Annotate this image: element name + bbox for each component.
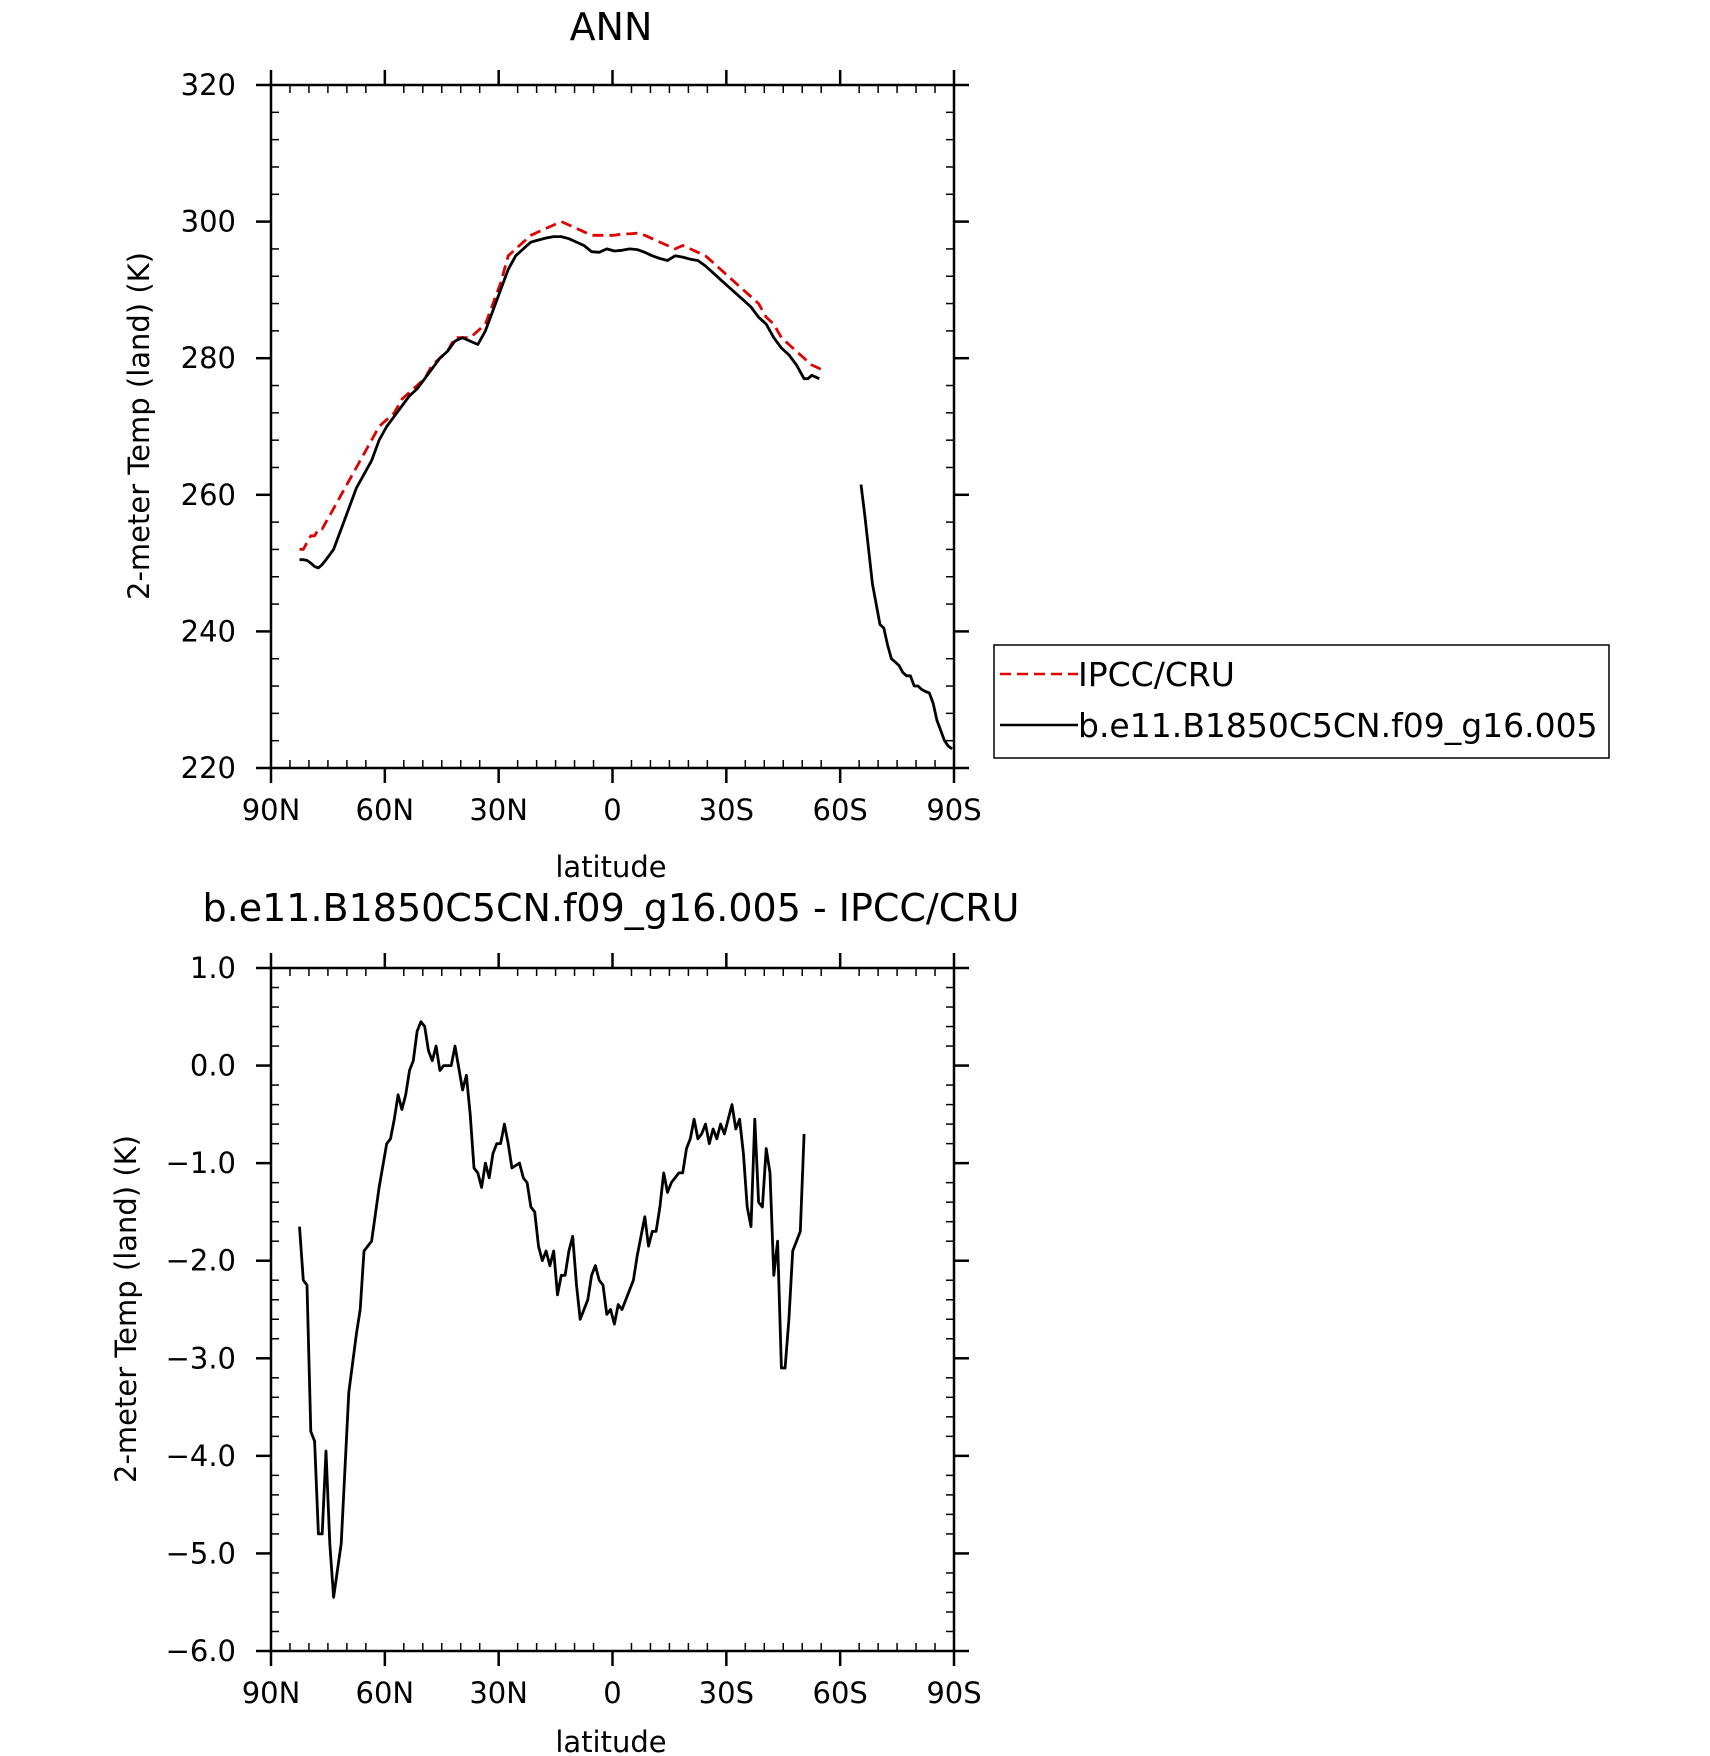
top-series-lines: [299, 220, 953, 751]
y-tick-label-1-0: −1.0: [166, 1146, 236, 1180]
top-series-line-ipcc-cru: [299, 220, 825, 551]
legend: IPCC/CRU b.e11.B1850C5CN.f09_g16.005: [993, 644, 1610, 759]
top-panel: ANN 90N 60N 30N 0 30S 60S 90S 220 240 260 280 300 32…: [122, 5, 1610, 884]
y-tick-label-300: 300: [181, 205, 236, 239]
y-tick-label-280: 280: [181, 341, 236, 375]
x-tick-label-90s: 90S: [926, 1676, 981, 1710]
top-plot-frame: [269, 83, 956, 770]
x-tick-label-30s: 30S: [699, 793, 754, 827]
y-tick-label-4-0: −4.0: [166, 1439, 236, 1473]
y-tick-label-240: 240: [181, 614, 236, 648]
legend-box: [993, 644, 1610, 759]
y-tick-label-220: 220: [181, 751, 236, 785]
y-tick-label-260: 260: [181, 478, 236, 512]
bottom-chart-title: b.e11.B1850C5CN.f09_g16.005 - IPCC/CRU: [203, 886, 1020, 930]
x-tick-label-60n: 60N: [356, 1676, 415, 1710]
top-series-line-b-e11-b1850c5cn-f09-g16-005-seg2: [859, 484, 953, 751]
x-tick-label-30s: 30S: [699, 1676, 754, 1710]
y-tick-label-320: 320: [181, 68, 236, 102]
bottom-series-lines: [298, 1020, 806, 1599]
top-chart-title: ANN: [570, 5, 653, 49]
legend-label-ipcc-cru: IPCC/CRU: [1078, 655, 1235, 694]
top-series-line-b-e11-b1850c5cn-f09-g16-005-seg1: [299, 235, 820, 570]
bottom-x-axis-label: latitude: [555, 1725, 666, 1756]
bottom-axis-ticks: 90N 60N 30N 0 30S 60S 90S 1.0 0.0 −1.0 −2.0 −3.0 −4.…: [166, 951, 982, 1710]
bottom-panel: b.e11.B1850C5CN.f09_g16.005 - IPCC/CRU 9…: [109, 886, 1019, 1756]
y-tick-label-1-0: 1.0: [190, 951, 236, 985]
x-tick-label-0: 0: [603, 1676, 621, 1710]
x-tick-label-0: 0: [603, 793, 621, 827]
bottom-y-axis-label: 2-meter Temp (land) (K): [109, 1135, 143, 1483]
x-tick-label-90n: 90N: [242, 1676, 301, 1710]
x-tick-label-90n: 90N: [242, 793, 301, 827]
top-x-axis-label: latitude: [555, 850, 666, 884]
top-y-axis-label: 2-meter Temp (land) (K): [122, 252, 156, 600]
y-tick-label-6-0: −6.0: [166, 1634, 236, 1668]
bottom-plot-frame: [269, 966, 956, 1653]
x-tick-label-30n: 30N: [469, 793, 528, 827]
legend-label-model: b.e11.B1850C5CN.f09_g16.005: [1078, 706, 1598, 745]
x-tick-label-60s: 60S: [813, 1676, 868, 1710]
y-tick-label-0-0: 0.0: [190, 1049, 236, 1083]
bottom-series-line-b-e11-b1850c5cn-f09-g16-005-ipcc-cru: [298, 1020, 806, 1599]
y-tick-label-2-0: −2.0: [166, 1244, 236, 1278]
x-tick-label-90s: 90S: [926, 793, 981, 827]
top-axis-ticks: 90N 60N 30N 0 30S 60S 90S 220 240 260 280 300 320: [181, 68, 982, 827]
y-tick-label-3-0: −3.0: [166, 1341, 236, 1375]
x-tick-label-60n: 60N: [356, 793, 415, 827]
y-tick-label-5-0: −5.0: [166, 1536, 236, 1570]
x-tick-label-60s: 60S: [813, 793, 868, 827]
x-tick-label-30n: 30N: [469, 1676, 528, 1710]
